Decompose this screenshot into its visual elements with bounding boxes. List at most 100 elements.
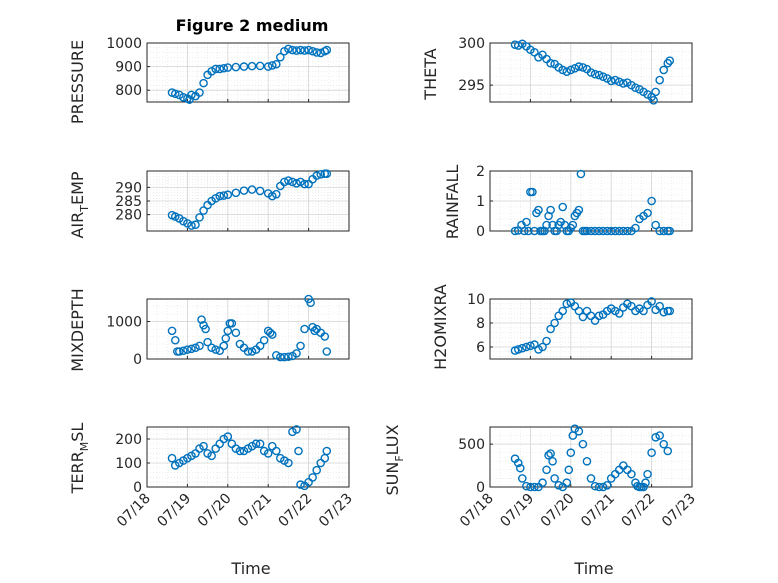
ylabel-theta: THETA: [421, 48, 440, 100]
data-point: [267, 61, 277, 70]
data-point: [271, 189, 281, 199]
data-point: [247, 185, 257, 194]
ylabel-air-part1: AIR: [68, 212, 87, 239]
data-point: [203, 337, 212, 347]
data-point: [598, 226, 608, 236]
ytick-label: 800: [115, 83, 142, 99]
data-point: [292, 46, 301, 55]
data-point: [294, 446, 303, 456]
ytick-label: 6: [476, 340, 485, 356]
data-point: [276, 52, 285, 62]
xtick-label: 07/23: [659, 491, 699, 531]
data-point: [548, 456, 557, 466]
ylabel-mixdepth: MIXDEPTH: [68, 288, 87, 371]
data-point: [659, 307, 669, 317]
data-point: [522, 217, 531, 227]
data-point: [263, 449, 273, 458]
ylabel-rainfall: RAINFALL: [443, 165, 462, 240]
data-point: [211, 64, 220, 74]
data-point: [542, 54, 551, 64]
axes-box: [146, 426, 350, 488]
data-point: [191, 220, 200, 230]
ylabel-terr-subscript: M: [78, 442, 91, 452]
data-point: [187, 90, 196, 100]
data-point: [316, 169, 326, 179]
data-point: [655, 226, 664, 236]
data-point: [594, 70, 604, 80]
xtick-label: 07/22: [619, 491, 659, 531]
ytick-label: 500: [458, 437, 485, 453]
data-point: [183, 345, 192, 354]
data-point: [284, 352, 293, 362]
data-point: [614, 77, 624, 87]
data-point: [231, 328, 241, 338]
data-point: [542, 336, 551, 346]
data-point: [170, 335, 180, 345]
data-point: [276, 181, 285, 191]
data-point: [167, 326, 177, 336]
data-point: [221, 334, 231, 343]
data-point: [300, 324, 309, 334]
data-point: [175, 347, 184, 356]
data-point: [255, 439, 265, 449]
data-point: [647, 196, 656, 206]
data-point: [191, 343, 200, 353]
data-point: [247, 61, 257, 71]
ytick-label: 900: [115, 60, 142, 76]
data-point: [271, 59, 281, 69]
data-point: [562, 299, 572, 309]
data-point: [518, 343, 527, 353]
data-point: [306, 298, 315, 308]
ylabel-h2omixra: H2OMIXRA: [431, 284, 450, 370]
xlabel-left: Time: [230, 559, 270, 578]
data-point: [280, 352, 289, 362]
data-point: [663, 58, 673, 68]
ytick-label: 295: [458, 78, 485, 94]
data-point: [201, 324, 210, 334]
ytick-label: 285: [115, 194, 142, 210]
data-point: [322, 169, 332, 179]
data-point: [558, 65, 568, 75]
data-point: [564, 465, 574, 475]
data-point: [312, 171, 321, 180]
data-point: [271, 350, 281, 360]
data-point: [320, 332, 330, 341]
data-point: [199, 206, 208, 215]
data-point: [631, 83, 640, 92]
data-point: [292, 425, 301, 434]
data-point: [639, 306, 648, 316]
ylabel-sun-part1: SUN: [383, 462, 402, 496]
ytick-label: 1000: [106, 315, 142, 331]
data-point: [522, 342, 531, 352]
data-point: [582, 456, 592, 466]
data-point: [538, 342, 547, 352]
data-point: [292, 349, 301, 358]
data-point: [211, 345, 220, 354]
data-point: [568, 220, 578, 230]
data-point: [199, 78, 208, 88]
data-point: [594, 311, 604, 321]
data-point: [288, 177, 297, 187]
panel-rainfall: 0 1 2: [476, 164, 693, 240]
data-point: [598, 72, 608, 82]
data-point: [602, 480, 612, 490]
data-point: [223, 63, 233, 72]
data-point: [516, 463, 525, 473]
data-point: [578, 312, 588, 322]
xtick-label: 07/18: [114, 491, 154, 531]
data-point: [265, 328, 275, 338]
data-point: [322, 446, 332, 456]
data-point: [546, 449, 555, 458]
xtick-label: 07/19: [154, 491, 194, 531]
data-point: [243, 347, 253, 356]
ytick-label: 300: [458, 36, 485, 52]
data-point: [312, 465, 321, 475]
data-point: [542, 465, 551, 475]
data-point: [610, 226, 620, 236]
data-point: [647, 297, 656, 306]
data-point: [614, 226, 624, 236]
data-point: [598, 482, 608, 492]
data-point: [623, 226, 632, 236]
data-point: [606, 226, 616, 236]
ylabel-air-part2: EMP: [68, 171, 87, 205]
